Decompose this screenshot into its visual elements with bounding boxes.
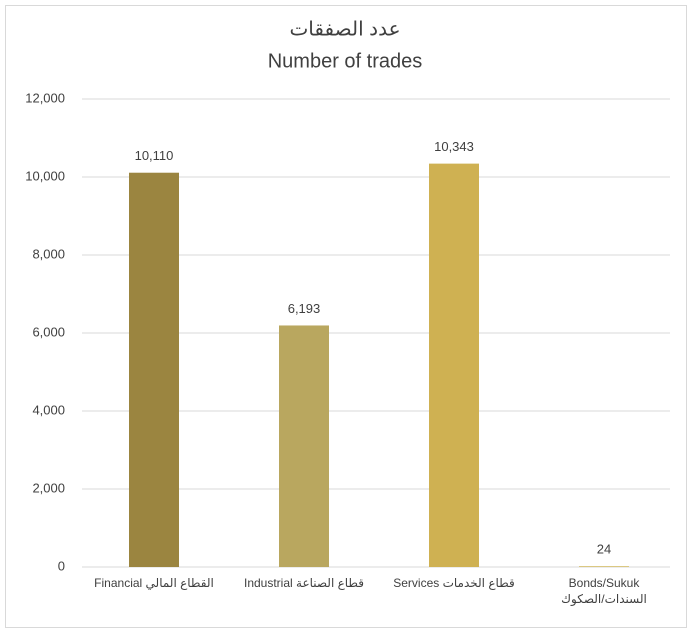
data-label: 10,110: [135, 148, 174, 163]
y-tick-label: 12,000: [25, 90, 65, 105]
chart-title: عدد الصفقات: [289, 18, 400, 40]
data-label: 10,343: [434, 139, 474, 154]
y-tick-label: 6,000: [32, 324, 65, 339]
bar: [579, 566, 629, 567]
chart-title: Number of trades: [268, 50, 423, 72]
x-tick-label: السندات/الصكوك: [561, 592, 647, 607]
y-tick-label: 0: [58, 558, 65, 573]
y-tick-label: 4,000: [32, 402, 65, 417]
x-tick-label: Services قطاع الخدمات: [393, 576, 515, 590]
x-tick-label: Industrial قطاع الصناعة: [244, 576, 364, 590]
bar: [429, 163, 479, 568]
data-label: 24: [597, 542, 611, 557]
data-label: 6,193: [288, 301, 321, 316]
x-tick-label: Financial القطاع المالي: [94, 576, 214, 590]
y-tick-label: 2,000: [32, 480, 65, 495]
bar: [279, 325, 329, 567]
y-tick-label: 10,000: [25, 168, 65, 183]
x-tick-label: Bonds/Sukuk: [569, 576, 641, 590]
bar: [129, 172, 179, 567]
y-tick-label: 8,000: [32, 246, 65, 261]
chart-border: [5, 5, 687, 628]
